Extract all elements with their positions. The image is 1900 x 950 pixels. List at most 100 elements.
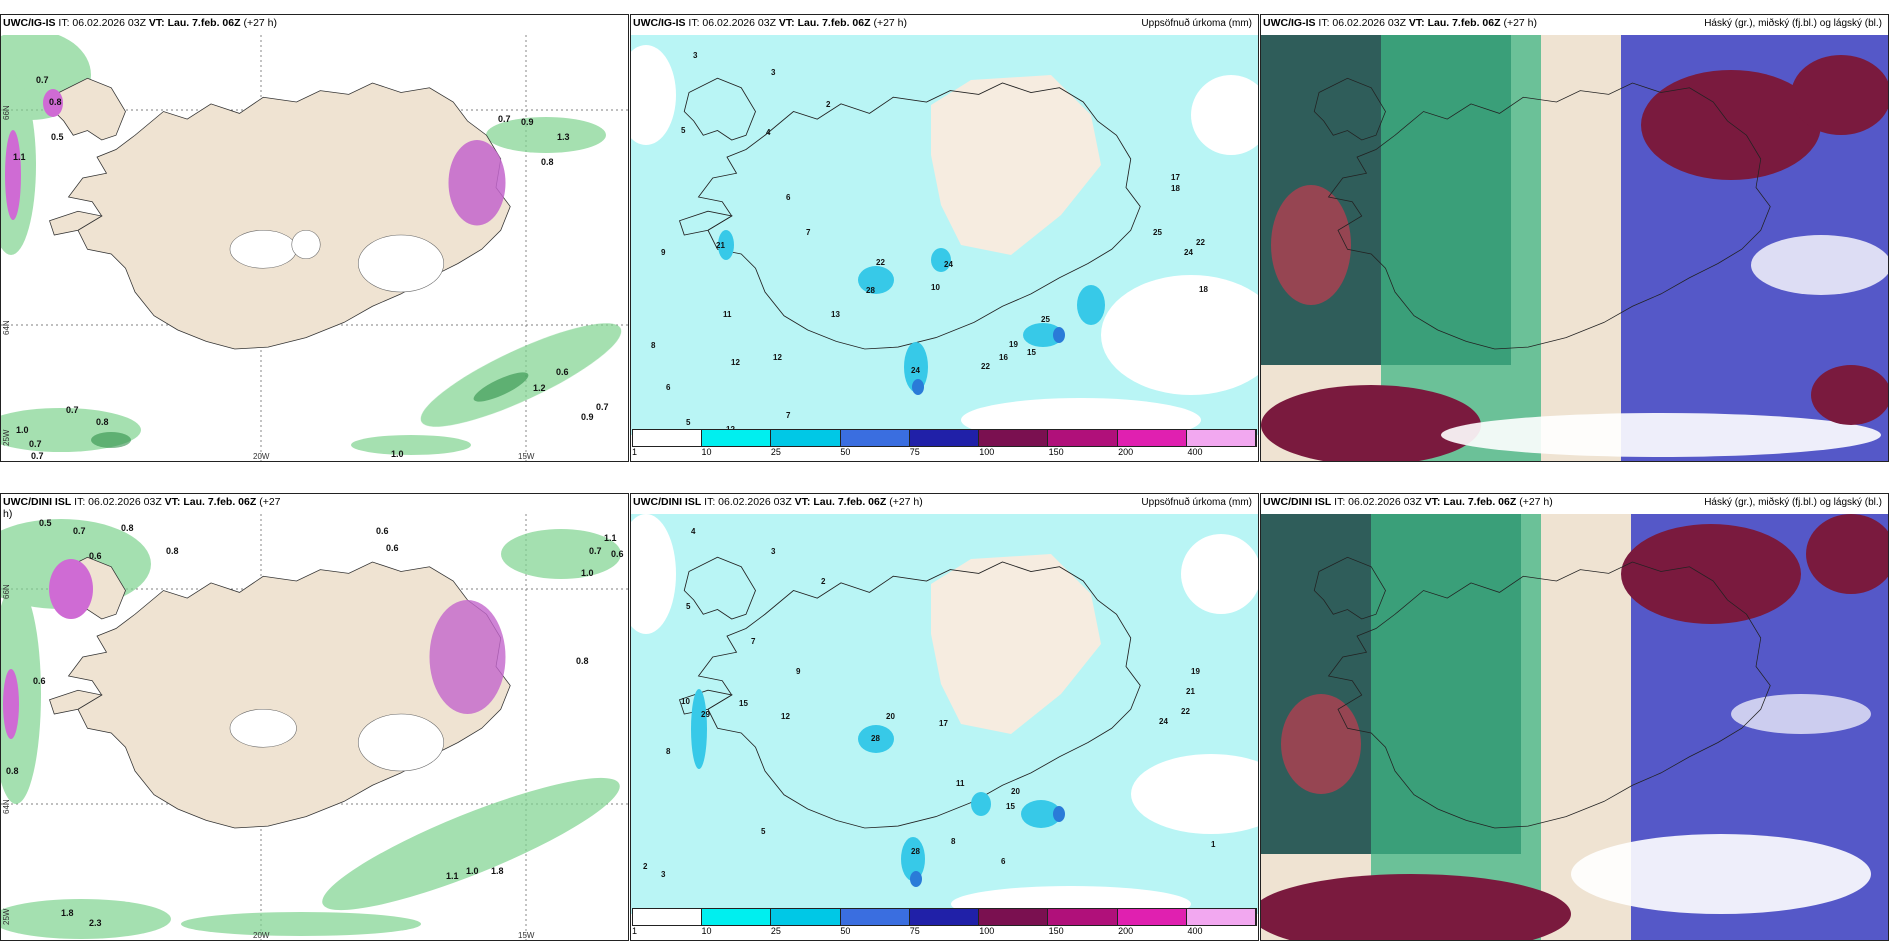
panel-ig-precip: UWC/IG-IS IT: 06.02.2026 03Z VT: Lau. 7.… (630, 14, 1259, 462)
svg-text:20W: 20W (253, 931, 270, 940)
svg-text:28: 28 (911, 847, 920, 856)
svg-text:15: 15 (739, 699, 748, 708)
svg-text:15: 15 (1006, 802, 1015, 811)
svg-text:12: 12 (731, 358, 740, 367)
svg-text:0.8: 0.8 (96, 417, 109, 427)
panel-dini-wind: UWC/DINI ISL IT: 06.02.2026 03Z VT: Lau.… (0, 493, 629, 941)
legend-tick: 100 (979, 926, 995, 936)
legend-tick: 10 (701, 447, 712, 457)
legend-swatch (1048, 430, 1118, 446)
map-wind-precip: 0.5 0.7 0.8 0.6 0.8 0.6 0.6 1.1 0.7 0.6 1.0 0.… (1, 514, 628, 940)
svg-text:9: 9 (661, 248, 666, 257)
svg-text:0.5: 0.5 (39, 518, 52, 528)
panel-header: UWC/IG-IS IT: 06.02.2026 03Z VT: Lau. 7.… (3, 17, 278, 29)
legend-tick: 25 (770, 926, 781, 936)
svg-text:0.7: 0.7 (498, 114, 511, 124)
legend-tick: 200 (1118, 447, 1134, 457)
svg-text:0.8: 0.8 (576, 656, 589, 666)
legend-swatch (909, 909, 980, 925)
panel-header: UWC/IG-IS IT: 06.02.2026 03Z VT: Lau. 7.… (633, 17, 908, 29)
svg-text:2: 2 (821, 577, 826, 586)
panel-header: UWC/IG-IS IT: 06.02.2026 03Z VT: Lau. 7.… (1263, 17, 1538, 29)
svg-text:0.9: 0.9 (521, 117, 534, 127)
svg-text:20: 20 (886, 712, 895, 721)
svg-text:28: 28 (866, 286, 875, 295)
svg-text:8: 8 (651, 341, 656, 350)
legend-tick: 1 (632, 447, 638, 457)
svg-text:24: 24 (944, 260, 953, 269)
svg-text:1.1: 1.1 (446, 871, 459, 881)
svg-text:0.8: 0.8 (541, 157, 554, 167)
svg-text:15: 15 (1027, 348, 1036, 357)
svg-text:12: 12 (773, 353, 782, 362)
svg-text:3: 3 (771, 547, 776, 556)
svg-text:9: 9 (796, 667, 801, 676)
legend-swatch (1186, 430, 1256, 446)
svg-text:24: 24 (911, 366, 920, 375)
svg-text:22: 22 (876, 258, 885, 267)
svg-text:15W: 15W (518, 452, 535, 461)
legend-tick: 50 (840, 926, 851, 936)
legend-swatch (1048, 909, 1118, 925)
svg-text:3: 3 (771, 68, 776, 77)
svg-text:1.8: 1.8 (491, 866, 504, 876)
svg-text:24: 24 (1159, 717, 1168, 726)
svg-text:1.2: 1.2 (533, 383, 546, 393)
legend-swatch (1117, 909, 1187, 925)
svg-text:29: 29 (701, 710, 710, 719)
legend-tick: 1 (632, 926, 638, 936)
svg-text:64N: 64N (2, 320, 11, 335)
svg-text:3: 3 (693, 51, 698, 60)
svg-text:7: 7 (751, 637, 756, 646)
panel-dini-precip: UWC/DINI ISL IT: 06.02.2026 03Z VT: Lau.… (630, 493, 1259, 941)
svg-text:1.0: 1.0 (391, 449, 404, 459)
legend-swatch (979, 430, 1049, 446)
svg-text:2: 2 (826, 100, 831, 109)
svg-text:5: 5 (686, 602, 691, 611)
panel-header: UWC/DINI ISL IT: 06.02.2026 03Z VT: Lau.… (1263, 496, 1553, 508)
svg-text:17: 17 (939, 719, 948, 728)
svg-text:5: 5 (681, 126, 686, 135)
legend-swatch (840, 430, 910, 446)
svg-text:22: 22 (1181, 707, 1190, 716)
svg-text:25W: 25W (2, 429, 11, 446)
svg-text:0.7: 0.7 (29, 439, 42, 449)
svg-text:0.7: 0.7 (36, 75, 49, 85)
svg-text:0.6: 0.6 (89, 551, 102, 561)
svg-text:10: 10 (681, 697, 690, 706)
legend-swatch (979, 909, 1049, 925)
legend-swatch (1117, 430, 1187, 446)
panel-header: UWC/DINI ISL IT: 06.02.2026 03Z VT: Lau.… (3, 496, 281, 520)
panel-ig-clouds: UWC/IG-IS IT: 06.02.2026 03Z VT: Lau. 7.… (1260, 14, 1889, 462)
svg-text:18: 18 (1171, 184, 1180, 193)
svg-text:0.7: 0.7 (589, 546, 602, 556)
panel-title: Uppsöfnuð úrkoma (mm) (1141, 497, 1252, 508)
svg-text:15W: 15W (518, 931, 535, 940)
svg-text:25W: 25W (2, 908, 11, 925)
svg-text:1.0: 1.0 (16, 425, 29, 435)
legend-swatch (909, 430, 980, 446)
svg-text:4: 4 (691, 527, 696, 536)
svg-text:25: 25 (1041, 315, 1050, 324)
panel-title: Háský (gr.), miðský (fj.bl.) og lágský (… (1704, 18, 1882, 29)
map-cloud-cover (1261, 514, 1888, 940)
svg-text:28: 28 (871, 734, 880, 743)
legend-swatch (1186, 909, 1256, 925)
legend-tick: 10 (701, 926, 712, 936)
legend-tick: 25 (770, 447, 781, 457)
legend-tick: 50 (840, 447, 851, 457)
svg-text:66N: 66N (2, 105, 11, 120)
legend-tick: 150 (1048, 447, 1064, 457)
panel-ig-wind: UWC/IG-IS IT: 06.02.2026 03Z VT: Lau. 7.… (0, 14, 629, 462)
legend-swatch (771, 909, 841, 925)
svg-text:1.1: 1.1 (13, 152, 26, 162)
map-wind-precip: 0.70.8 0.51.1 0.7 0.9 1.30.8 1.00.7 0.81.… (1, 35, 628, 461)
panel-title: Uppsöfnuð úrkoma (mm) (1141, 18, 1252, 29)
svg-text:5: 5 (761, 827, 766, 836)
svg-text:64N: 64N (2, 799, 11, 814)
svg-text:7: 7 (786, 411, 791, 420)
svg-text:25: 25 (1153, 228, 1162, 237)
legend-tick: 100 (979, 447, 995, 457)
svg-text:8: 8 (666, 747, 671, 756)
